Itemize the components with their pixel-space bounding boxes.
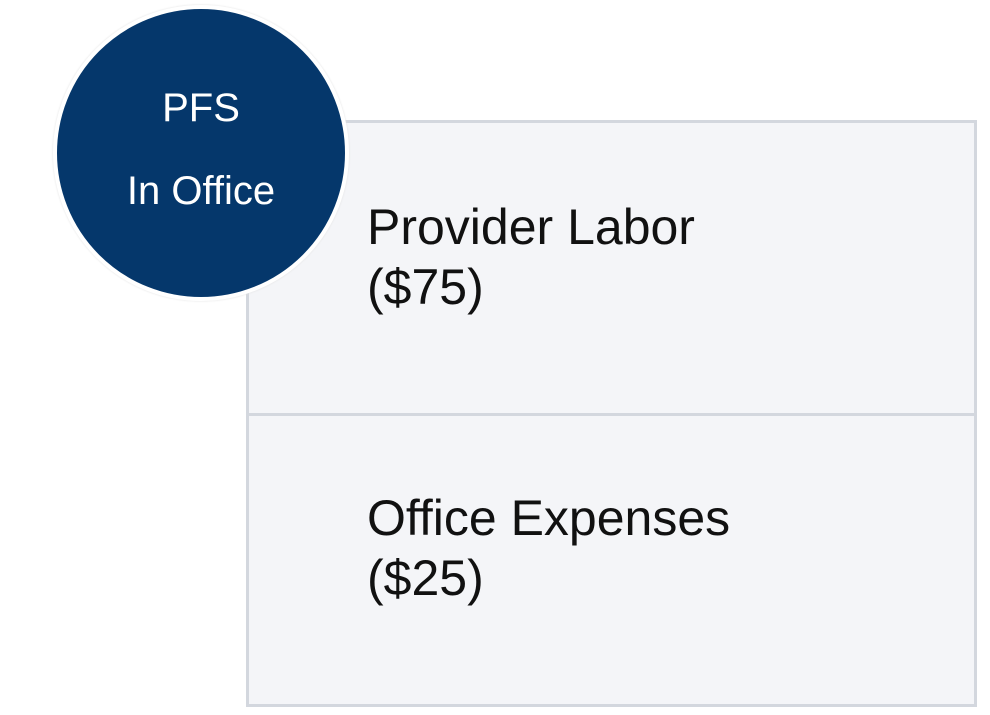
pfs-in-office-badge: PFS In Office [53,5,349,301]
provider-labor-label: Provider Labor [367,199,695,255]
badge-line1: PFS [162,86,240,130]
cost-breakdown-box: Provider Labor ($75) Office Expenses ($2… [246,120,977,707]
provider-labor-cell: Provider Labor ($75) [249,123,974,416]
provider-labor-value: ($75) [367,259,484,315]
office-expenses-label: Office Expenses [367,490,731,546]
office-expenses-cell: Office Expenses ($25) [249,416,974,704]
office-expenses-value: ($25) [367,550,484,606]
badge-line2: In Office [126,169,276,213]
